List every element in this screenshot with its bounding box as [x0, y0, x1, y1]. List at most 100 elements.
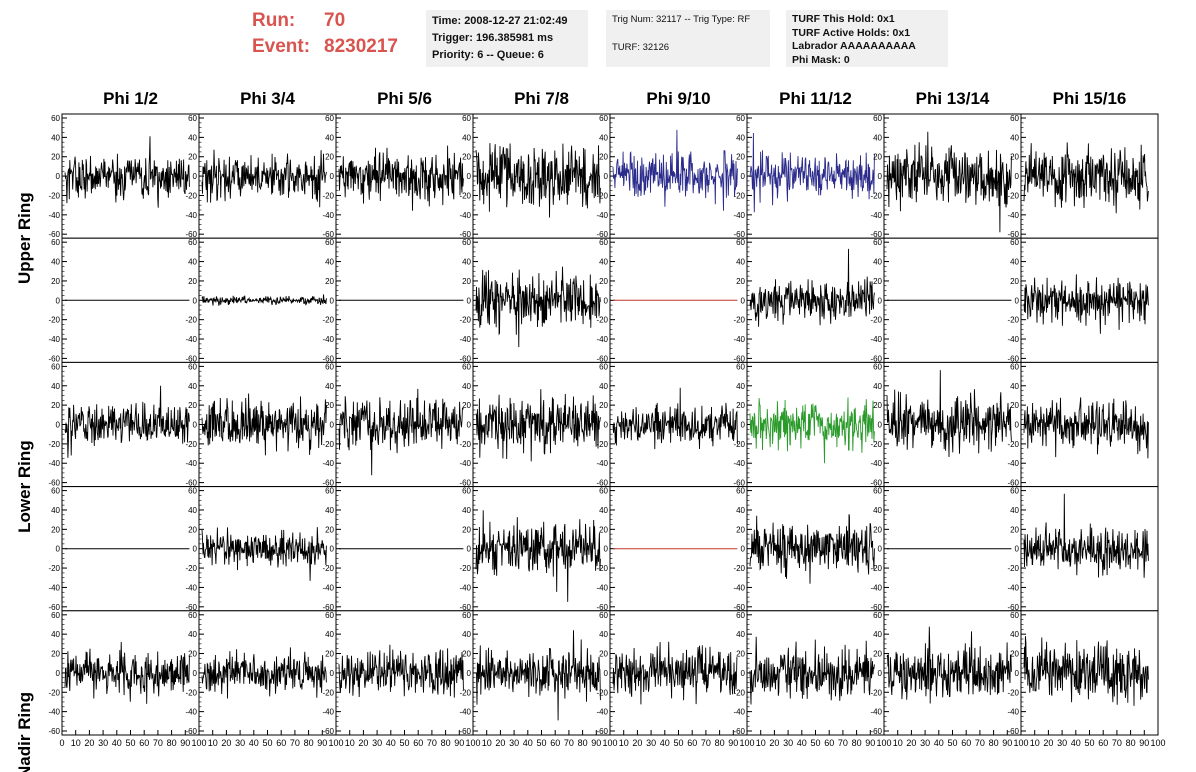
run-event-box: Run: 70 Event: 8230217 — [252, 8, 398, 60]
waveform-panel: 60 40 20 0 -20 -40 -60 — [870, 237, 1022, 363]
x-tick-label: 70 — [564, 738, 574, 748]
y-tick-label: 0 — [878, 172, 883, 181]
row-label: Lower Ring — [15, 440, 34, 533]
y-tick-label: -40 — [322, 211, 334, 220]
x-tick-label: 60 — [687, 738, 697, 748]
y-tick-label: -20 — [733, 564, 745, 573]
y-tick-label: -20 — [733, 316, 745, 325]
waveform-trace — [749, 248, 875, 327]
y-tick-label: 60 — [325, 362, 334, 371]
y-tick-label: 20 — [51, 277, 60, 286]
waveform-panel: 60 40 20 0 -20 -40 -60 — [185, 237, 337, 363]
waveform-trace — [475, 630, 601, 721]
y-tick-label: -60 — [596, 603, 608, 612]
waveform-panel: 60 40 20 0 -20 -40 -60 — [733, 610, 885, 736]
x-tick-label: 80 — [989, 738, 999, 748]
waveform-trace — [64, 136, 190, 208]
x-tick-label: 90 — [1139, 738, 1149, 748]
y-tick-label: 40 — [188, 133, 197, 142]
y-tick-label: 0 — [741, 172, 746, 181]
waveform-trace — [886, 370, 1012, 458]
waveform-trace — [201, 393, 327, 456]
y-tick-label: 0 — [330, 669, 335, 678]
waveform-trace — [475, 143, 601, 218]
waveform-trace — [201, 149, 327, 208]
y-tick-label: -60 — [459, 354, 471, 363]
y-tick-label: 20 — [325, 650, 334, 659]
y-tick-label: -60 — [322, 479, 334, 488]
y-tick-label: -60 — [596, 354, 608, 363]
x-tick-label: 90 — [1002, 738, 1012, 748]
column-header: Phi 13/14 — [916, 89, 990, 108]
y-tick-label: 40 — [736, 382, 745, 391]
x-tick-label: 30 — [920, 738, 930, 748]
y-tick-label: -60 — [185, 479, 197, 488]
y-tick-label: -60 — [48, 479, 60, 488]
y-tick-label: -20 — [596, 191, 608, 200]
y-tick-label: -60 — [459, 603, 471, 612]
y-tick-label: 20 — [599, 401, 608, 410]
y-tick-label: 40 — [51, 506, 60, 515]
x-tick-label: 100 — [465, 738, 480, 748]
waveform-panel: 60 40 20 0 -20 -40 -60 — [185, 113, 337, 239]
x-tick-label: 20 — [1043, 738, 1053, 748]
y-tick-label: 60 — [873, 611, 882, 620]
waveform-trace — [338, 644, 464, 698]
x-tick-label: 80 — [852, 738, 862, 748]
y-tick-label: -20 — [48, 564, 60, 573]
waveform-trace — [749, 132, 875, 213]
y-tick-label: -20 — [596, 316, 608, 325]
x-tick-label: 100 — [739, 738, 754, 748]
y-tick-label: 40 — [1010, 630, 1019, 639]
y-tick-label: -40 — [596, 459, 608, 468]
y-tick-label: 40 — [188, 506, 197, 515]
x-tick-label: 10 — [893, 738, 903, 748]
y-tick-label: 20 — [462, 650, 471, 659]
x-tick-label: 60 — [550, 738, 560, 748]
y-tick-label: -20 — [1007, 564, 1019, 573]
y-tick-label: 20 — [736, 525, 745, 534]
y-tick-label: 40 — [1010, 382, 1019, 391]
y-tick-label: 0 — [878, 545, 883, 554]
x-tick-label: 50 — [673, 738, 683, 748]
y-tick-label: 20 — [188, 277, 197, 286]
panel-frame — [746, 361, 885, 488]
y-tick-label: 20 — [188, 525, 197, 534]
row-label: Upper Ring — [15, 192, 34, 284]
x-tick-label: 40 — [386, 738, 396, 748]
turf-active-line: TURF Active Holds: 0x1 — [792, 26, 911, 39]
y-tick-label: 40 — [325, 506, 334, 515]
y-tick-label: -40 — [185, 211, 197, 220]
y-tick-label: 20 — [736, 153, 745, 162]
y-tick-label: -20 — [322, 440, 334, 449]
x-tick-label: 60 — [139, 738, 149, 748]
row-label: Nadir Ring — [15, 692, 34, 772]
waveform-panel: 60 40 20 0 -20 -40 -60 — [596, 610, 748, 736]
y-tick-label: 20 — [1010, 153, 1019, 162]
y-tick-label: -40 — [870, 708, 882, 717]
y-tick-label: -40 — [48, 211, 60, 220]
x-tick-label: 40 — [934, 738, 944, 748]
y-tick-label: 0 — [1015, 669, 1020, 678]
x-tick-label: 70 — [427, 738, 437, 748]
x-tick-label: 50 — [399, 738, 409, 748]
x-tick-label: 90 — [317, 738, 327, 748]
waveform-grid: Phi 1/2 Phi 3/4 Phi 5/6 Phi 7/8 Phi 9/10 Phi … — [15, 89, 1166, 772]
column-header: Phi 9/10 — [646, 89, 710, 108]
x-tick-label: 100 — [191, 738, 206, 748]
run-value: 70 — [324, 10, 346, 31]
waveform-panel: 60 40 20 0 -20 -40 -60 — [596, 486, 748, 612]
y-tick-label: 0 — [604, 669, 609, 678]
waveform-panel: 60 40 20 0 -20 -40 -60 — [596, 113, 748, 239]
waveform-panel: 60 40 20 0 -20 -40 -60 — [733, 113, 885, 239]
x-tick-label: 50 — [125, 738, 135, 748]
y-tick-label: 20 — [462, 401, 471, 410]
y-tick-label: 60 — [325, 611, 334, 620]
y-tick-label: -40 — [459, 583, 471, 592]
y-tick-label: 60 — [462, 238, 471, 247]
y-tick-label: -60 — [185, 603, 197, 612]
y-tick-label: 60 — [462, 362, 471, 371]
y-tick-label: 0 — [1015, 421, 1020, 430]
y-tick-label: 20 — [599, 277, 608, 286]
y-tick-label: 0 — [878, 669, 883, 678]
